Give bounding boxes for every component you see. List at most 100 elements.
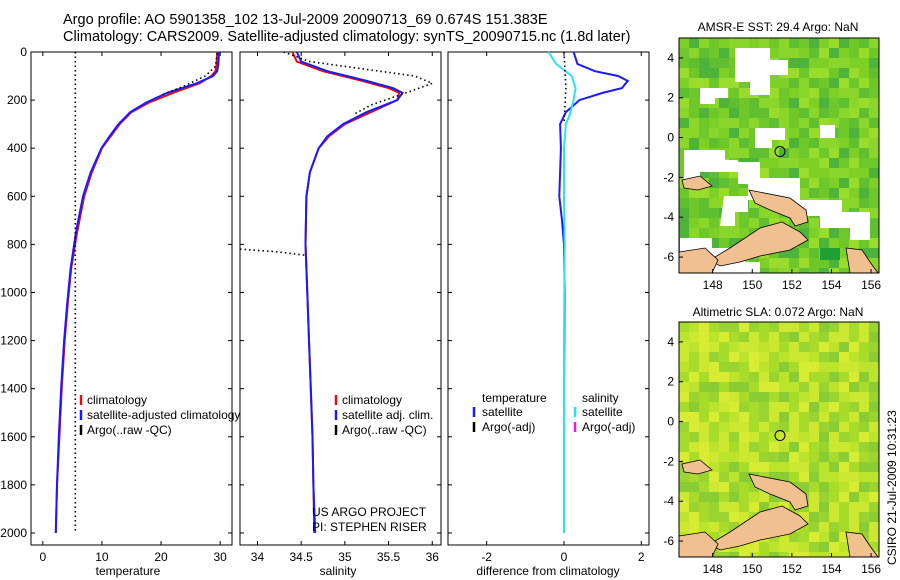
sla-land — [678, 459, 879, 558]
map-field-cell — [809, 88, 819, 98]
map-field-cell — [689, 362, 699, 372]
map-field-cell — [809, 512, 819, 522]
map-field-cell — [789, 412, 799, 422]
difference-plot-area — [447, 51, 650, 546]
map-field-cell — [709, 512, 719, 522]
map-field-cell — [829, 268, 839, 273]
map-field-cell — [829, 442, 839, 452]
map-xtick-label: 150 — [742, 278, 762, 292]
map-field-cell — [739, 88, 749, 98]
map-field-cell — [849, 38, 859, 48]
map-field-cell — [749, 552, 759, 557]
map-field-cell — [719, 228, 729, 238]
map-field-cell — [739, 382, 749, 392]
map-field-cell — [819, 422, 829, 432]
map-xtick-label: 156 — [861, 278, 881, 292]
legend-title-salinity: salinity — [582, 391, 619, 405]
map-field-cell — [689, 48, 699, 58]
map-field-cell — [789, 382, 799, 392]
map-field-cell — [859, 522, 869, 532]
map-field-cell — [859, 372, 869, 382]
map-field-cell — [859, 362, 869, 372]
map-field-cell — [779, 552, 789, 557]
map-field-cell — [799, 412, 809, 422]
map-field-cell — [859, 188, 869, 198]
project-annotation: US ARGO PROJECT — [312, 505, 427, 519]
map-field-cell — [769, 218, 779, 228]
map-field-cell — [839, 412, 849, 422]
map-field-cell — [839, 472, 849, 482]
map-field-cell — [839, 178, 849, 188]
map-field-cell — [769, 352, 779, 362]
map-field-cell — [859, 432, 869, 442]
map-field-cell — [719, 462, 729, 472]
map-field-cell — [859, 168, 869, 178]
map-ytick-label: 4 — [667, 335, 674, 349]
map-field-cell — [839, 492, 849, 502]
map-field-cell — [689, 208, 699, 218]
map-field-cell — [699, 392, 709, 402]
map-field-cell — [709, 412, 719, 422]
map-field-cell — [799, 128, 809, 138]
map-field-cell — [699, 442, 709, 452]
map-field-cell — [749, 218, 759, 228]
map-field-cell — [869, 58, 879, 68]
map-field-cell — [729, 98, 739, 108]
map-field-cell — [699, 492, 709, 502]
map-field-cell — [769, 322, 779, 332]
map-field-cell — [769, 432, 779, 442]
map-field-cell — [739, 78, 749, 88]
map-field-cell — [869, 542, 879, 552]
map-field-cell — [809, 342, 819, 352]
map-field-cell — [749, 322, 759, 332]
map-xtick-label: 156 — [861, 562, 881, 576]
map-field-cell — [809, 422, 819, 432]
map-field-cell — [809, 322, 819, 332]
map-field-cell — [819, 332, 829, 342]
map-field-cell — [789, 268, 799, 273]
map-field-cell — [809, 412, 819, 422]
map-field-cell — [859, 382, 869, 392]
difference-xlabel: difference from climatology — [476, 564, 619, 578]
map-field-cell — [739, 552, 749, 557]
map-field-cell — [789, 58, 799, 68]
map-field-cell — [729, 332, 739, 342]
xtick-label: 0 — [39, 550, 46, 564]
map-field-cell — [869, 362, 879, 372]
map-field-cell — [789, 158, 799, 168]
map-field-cell — [769, 208, 779, 218]
map-field-cell — [829, 332, 839, 342]
temperature-panel: 0 200 400 600 800 1000 1200 1400 1600 1800 2000 0 10… — [0, 45, 240, 578]
map-field-cell — [729, 68, 739, 78]
map-field-cell — [799, 352, 809, 362]
map-field-cell — [759, 412, 769, 422]
map-field-cell — [739, 492, 749, 502]
map-field-cell — [819, 442, 829, 452]
series-satellite-adj-clim — [295, 51, 404, 534]
map-field-cell — [729, 342, 739, 352]
map-field-cell — [849, 512, 859, 522]
map-field-cell — [839, 158, 849, 168]
map-field-cell — [809, 268, 819, 273]
map-field-cell — [689, 492, 699, 502]
legend-title-temperature: temperature — [482, 391, 547, 405]
map-field-cell — [839, 268, 849, 273]
map-field-cell — [749, 118, 759, 128]
map-field-cell — [849, 148, 859, 158]
map-field-cell — [869, 342, 879, 352]
map-field-cell — [799, 512, 809, 522]
map-field-cell — [809, 228, 819, 238]
map-field-cell — [729, 452, 739, 462]
map-field-cell — [779, 258, 789, 268]
map-field-cell — [689, 522, 699, 532]
map-field-cell — [719, 98, 729, 108]
map-field-cell — [679, 138, 689, 148]
map-field-cell — [859, 442, 869, 452]
map-field-cell — [689, 118, 699, 128]
map-field-cell — [729, 502, 739, 512]
series-temperature-argo-adj — [563, 51, 567, 125]
map-field-cell — [709, 532, 719, 542]
map-field-cell — [789, 552, 799, 557]
map-field-cell — [759, 552, 769, 557]
map-field-cell — [699, 38, 709, 48]
